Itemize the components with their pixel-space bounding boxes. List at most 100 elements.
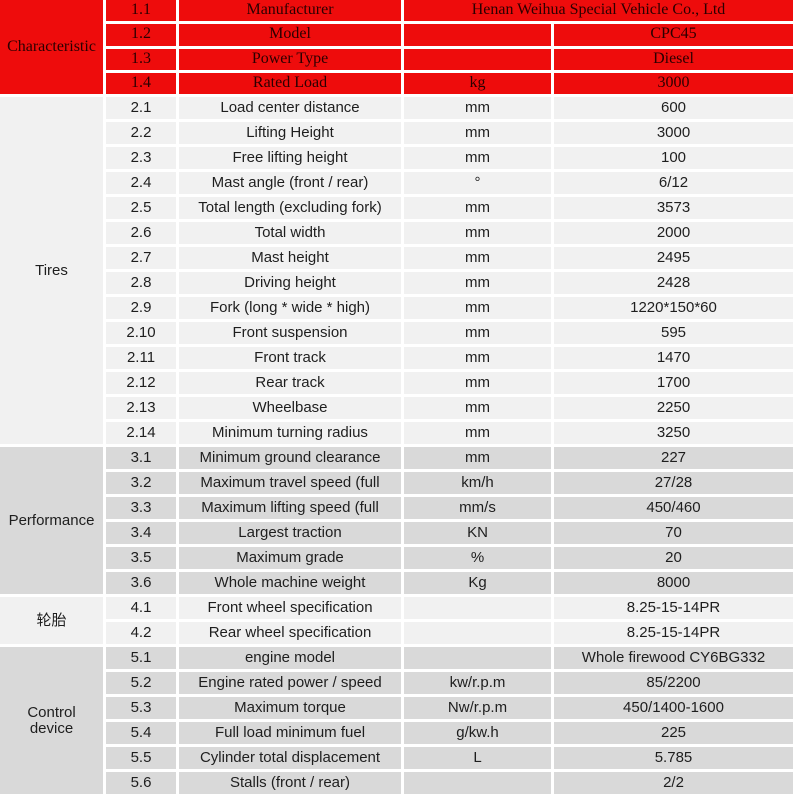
row-number-cell: 2.1 bbox=[106, 97, 176, 119]
spec-name-cell: Mast angle (front / rear) bbox=[179, 172, 401, 194]
value-cell: Henan Weihua Special Vehicle Co., Ltd bbox=[404, 0, 793, 22]
unit-cell: mm bbox=[404, 197, 551, 219]
spec-name-cell: Free lifting height bbox=[179, 147, 401, 169]
row-number-cell: 1.2 bbox=[106, 24, 176, 46]
unit-cell: mm bbox=[404, 447, 551, 469]
spec-name-cell: Model bbox=[179, 24, 401, 46]
row-number-cell: 2.3 bbox=[106, 147, 176, 169]
unit-cell: mm bbox=[404, 247, 551, 269]
value-cell: 8000 bbox=[554, 572, 793, 594]
row-number-cell: 2.10 bbox=[106, 322, 176, 344]
spec-name-cell: Engine rated power / speed bbox=[179, 672, 401, 694]
spec-name-cell: Minimum ground clearance bbox=[179, 447, 401, 469]
row-number-cell: 2.11 bbox=[106, 347, 176, 369]
row-number-cell: 3.5 bbox=[106, 547, 176, 569]
row-number-cell: 1.4 bbox=[106, 72, 176, 94]
unit-cell: mm bbox=[404, 297, 551, 319]
unit-cell bbox=[404, 597, 551, 619]
value-cell: 2000 bbox=[554, 222, 793, 244]
value-cell: 6/12 bbox=[554, 172, 793, 194]
value-cell: 100 bbox=[554, 147, 793, 169]
row-number-cell: 5.6 bbox=[106, 772, 176, 794]
unit-cell: km/h bbox=[404, 472, 551, 494]
row-number-cell: 3.3 bbox=[106, 497, 176, 519]
spec-name-cell: Stalls (front / rear) bbox=[179, 772, 401, 794]
row-number-cell: 2.6 bbox=[106, 222, 176, 244]
unit-cell: mm bbox=[404, 147, 551, 169]
spec-name-cell: Wheelbase bbox=[179, 397, 401, 419]
spec-name-cell: Maximum torque bbox=[179, 697, 401, 719]
unit-cell bbox=[404, 647, 551, 669]
spec-name-cell: Manufacturer bbox=[179, 0, 401, 22]
unit-cell: mm bbox=[404, 372, 551, 394]
row-number-cell: 3.6 bbox=[106, 572, 176, 594]
unit-cell bbox=[404, 24, 551, 46]
unit-cell: mm bbox=[404, 347, 551, 369]
value-cell: 595 bbox=[554, 322, 793, 344]
value-cell: Diesel bbox=[554, 48, 793, 70]
value-cell: 2428 bbox=[554, 272, 793, 294]
row-number-cell: 1.1 bbox=[106, 0, 176, 22]
unit-cell: % bbox=[404, 547, 551, 569]
value-cell: 3573 bbox=[554, 197, 793, 219]
spec-name-cell: Front track bbox=[179, 347, 401, 369]
spec-name-cell: Cylinder total displacement bbox=[179, 747, 401, 769]
row-number-cell: 3.4 bbox=[106, 522, 176, 544]
row-number-cell: 5.5 bbox=[106, 747, 176, 769]
unit-cell bbox=[404, 772, 551, 794]
unit-cell: mm bbox=[404, 422, 551, 444]
row-number-cell: 5.4 bbox=[106, 722, 176, 744]
spec-name-cell: Minimum turning radius bbox=[179, 422, 401, 444]
row-number-cell: 2.4 bbox=[106, 172, 176, 194]
spec-name-cell: Load center distance bbox=[179, 97, 401, 119]
value-cell: CPC45 bbox=[554, 24, 793, 46]
value-cell: 5.785 bbox=[554, 747, 793, 769]
unit-cell: mm bbox=[404, 272, 551, 294]
unit-cell: mm bbox=[404, 322, 551, 344]
value-cell: 2/2 bbox=[554, 772, 793, 794]
spec-name-cell: Rear wheel specification bbox=[179, 622, 401, 644]
unit-cell: KN bbox=[404, 522, 551, 544]
category-cell: Characteristic bbox=[0, 0, 103, 94]
spec-name-cell: Maximum lifting speed (full bbox=[179, 497, 401, 519]
value-cell: 2250 bbox=[554, 397, 793, 419]
row-number-cell: 4.2 bbox=[106, 622, 176, 644]
unit-cell bbox=[404, 622, 551, 644]
row-number-cell: 2.5 bbox=[106, 197, 176, 219]
row-number-cell: 2.12 bbox=[106, 372, 176, 394]
spec-name-cell: Rear track bbox=[179, 372, 401, 394]
unit-cell: L bbox=[404, 747, 551, 769]
value-cell: 227 bbox=[554, 447, 793, 469]
value-cell: 27/28 bbox=[554, 472, 793, 494]
unit-cell: mm/s bbox=[404, 497, 551, 519]
value-cell: 450/460 bbox=[554, 497, 793, 519]
spec-name-cell: Maximum travel speed (full bbox=[179, 472, 401, 494]
spec-name-cell: Driving height bbox=[179, 272, 401, 294]
value-cell: 8.25-15-14PR bbox=[554, 622, 793, 644]
row-number-cell: 5.1 bbox=[106, 647, 176, 669]
category-cell: Performance bbox=[0, 447, 103, 594]
unit-cell: mm bbox=[404, 222, 551, 244]
unit-cell bbox=[404, 48, 551, 70]
unit-cell: ° bbox=[404, 172, 551, 194]
value-cell: 1470 bbox=[554, 347, 793, 369]
row-number-cell: 2.9 bbox=[106, 297, 176, 319]
value-cell: 20 bbox=[554, 547, 793, 569]
row-number-cell: 2.2 bbox=[106, 122, 176, 144]
spec-name-cell: Whole machine weight bbox=[179, 572, 401, 594]
value-cell: 85/2200 bbox=[554, 672, 793, 694]
value-cell: Whole firewood CY6BG332 bbox=[554, 647, 793, 669]
unit-cell: kg bbox=[404, 72, 551, 94]
unit-cell: mm bbox=[404, 397, 551, 419]
value-cell: 1220*150*60 bbox=[554, 297, 793, 319]
spec-name-cell: Maximum grade bbox=[179, 547, 401, 569]
spec-name-cell: Power Type bbox=[179, 48, 401, 70]
spec-name-cell: Lifting Height bbox=[179, 122, 401, 144]
row-number-cell: 2.8 bbox=[106, 272, 176, 294]
value-cell: 3000 bbox=[554, 122, 793, 144]
row-number-cell: 5.2 bbox=[106, 672, 176, 694]
value-cell: 600 bbox=[554, 97, 793, 119]
spec-name-cell: Total length (excluding fork) bbox=[179, 197, 401, 219]
